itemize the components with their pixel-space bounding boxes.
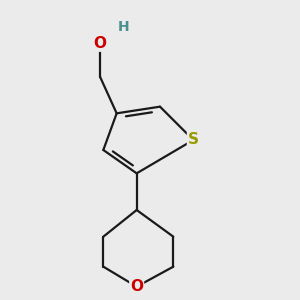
Text: S: S [188, 133, 199, 148]
Text: O: O [130, 279, 143, 294]
Text: H: H [118, 20, 129, 34]
Text: O: O [94, 36, 106, 51]
